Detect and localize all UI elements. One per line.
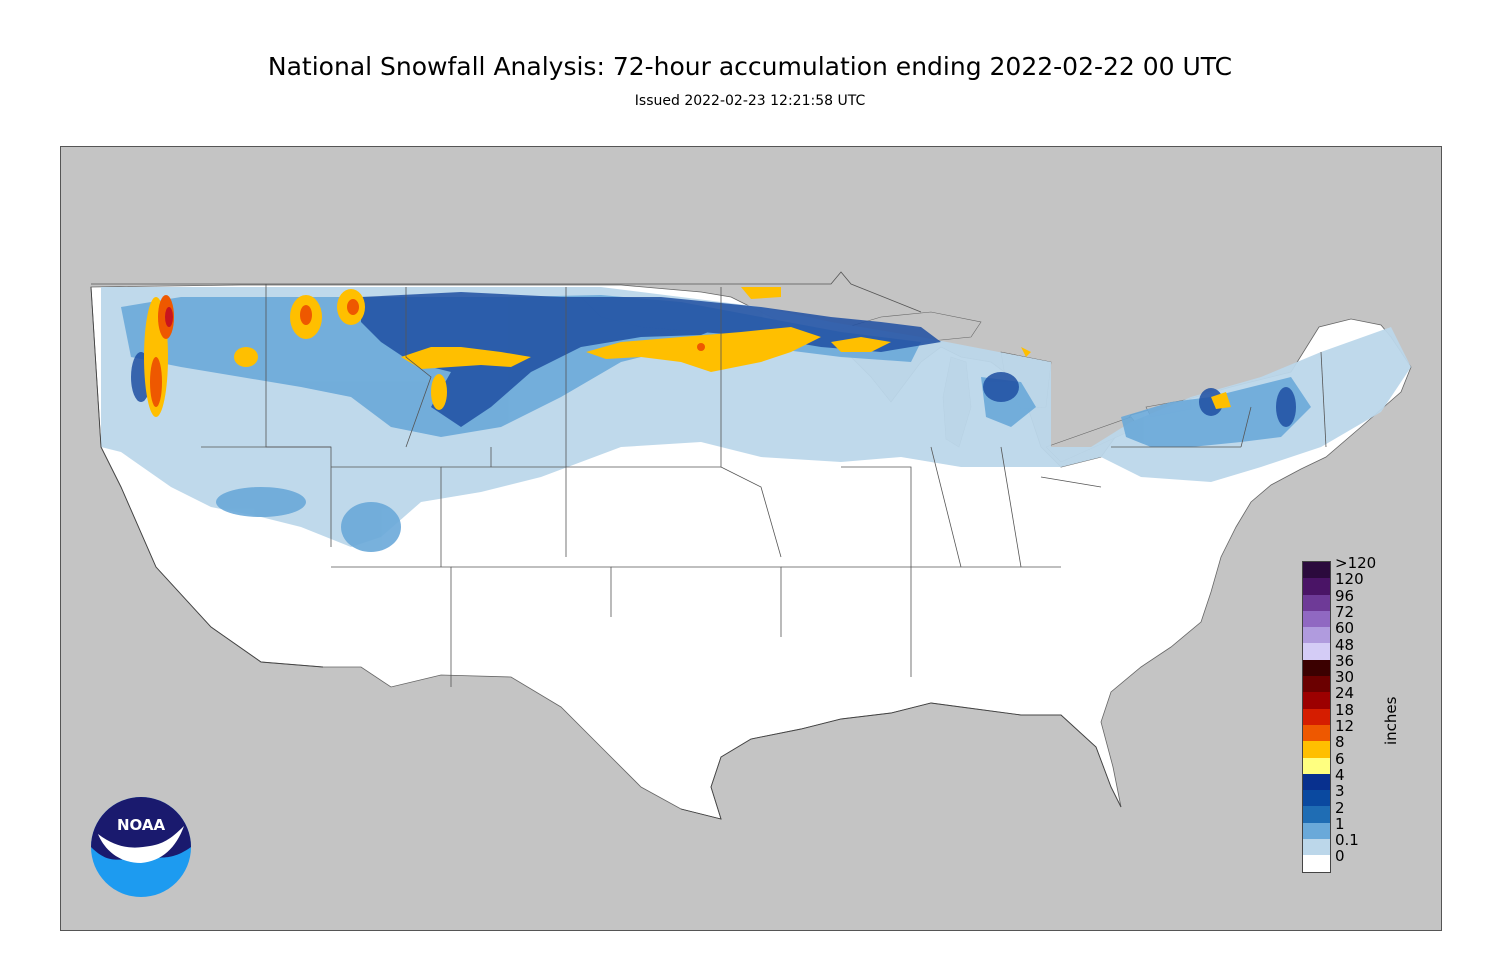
issued-timestamp: Issued 2022-02-23 12:21:58 UTC <box>634 93 866 109</box>
legend-colorbar <box>1302 561 1331 873</box>
legend-swatch <box>1303 822 1330 840</box>
legend-swatch <box>1303 806 1330 823</box>
legend-swatch <box>1303 757 1330 774</box>
legend-tick-label: 0 <box>1335 847 1345 866</box>
legend-tick-label: 24 <box>1335 684 1355 703</box>
legend-swatch <box>1303 724 1330 742</box>
legend-tick-label: 96 <box>1335 586 1355 605</box>
coastline <box>90 286 1122 820</box>
map-title: National Snowfall Analysis: 72-hour accu… <box>267 52 1233 81</box>
legend-swatch <box>1303 610 1330 628</box>
legend-tick-label: >120 <box>1335 554 1377 572</box>
legend-swatch <box>1303 773 1330 791</box>
legend-swatch <box>1303 692 1330 709</box>
legend-tick-label: 18 <box>1335 700 1355 719</box>
legend-tick-label: 72 <box>1335 602 1355 621</box>
legend-swatch <box>1303 790 1330 807</box>
legend-tick-label: 12 <box>1335 717 1355 735</box>
legend-tick-label: 120 <box>1335 570 1364 589</box>
legend-swatch <box>1303 578 1330 595</box>
legend-swatch <box>1303 741 1330 758</box>
legend-swatch <box>1303 708 1330 725</box>
snow-heavy-blue <box>131 292 1296 427</box>
legend-swatch <box>1303 627 1330 644</box>
legend-swatch <box>1303 643 1330 660</box>
snow-yellow <box>144 287 1231 417</box>
legend-tick-label: 36 <box>1335 651 1355 670</box>
legend-swatch <box>1303 839 1330 856</box>
boundaries <box>91 271 1327 687</box>
legend-tick-label: 6 <box>1335 749 1345 768</box>
legend-tick-label: 2 <box>1335 798 1345 817</box>
legend-tick-label: 4 <box>1335 765 1345 784</box>
legend-tick-label: 8 <box>1335 733 1345 752</box>
legend-swatch <box>1303 855 1330 872</box>
snow-red <box>165 307 173 327</box>
noaa-logo: NOAA <box>91 797 191 897</box>
noaa-logo-text: NOAA <box>117 816 166 834</box>
legend-tick-label: 30 <box>1335 668 1355 687</box>
legend-swatch <box>1303 594 1330 611</box>
legend-swatch <box>1303 562 1330 579</box>
legend-swatch <box>1303 659 1330 677</box>
legend-tick-label: 3 <box>1335 782 1345 801</box>
legend-units-label: inches <box>1382 696 1400 745</box>
legend-tick-label: 60 <box>1335 619 1355 638</box>
snowfall-map <box>60 146 1442 931</box>
legend-tick-label: 0.1 <box>1335 831 1359 850</box>
legend-tick-label: 48 <box>1335 635 1355 654</box>
legend-tick-label: 1 <box>1335 814 1345 833</box>
legend-swatch <box>1303 676 1330 693</box>
